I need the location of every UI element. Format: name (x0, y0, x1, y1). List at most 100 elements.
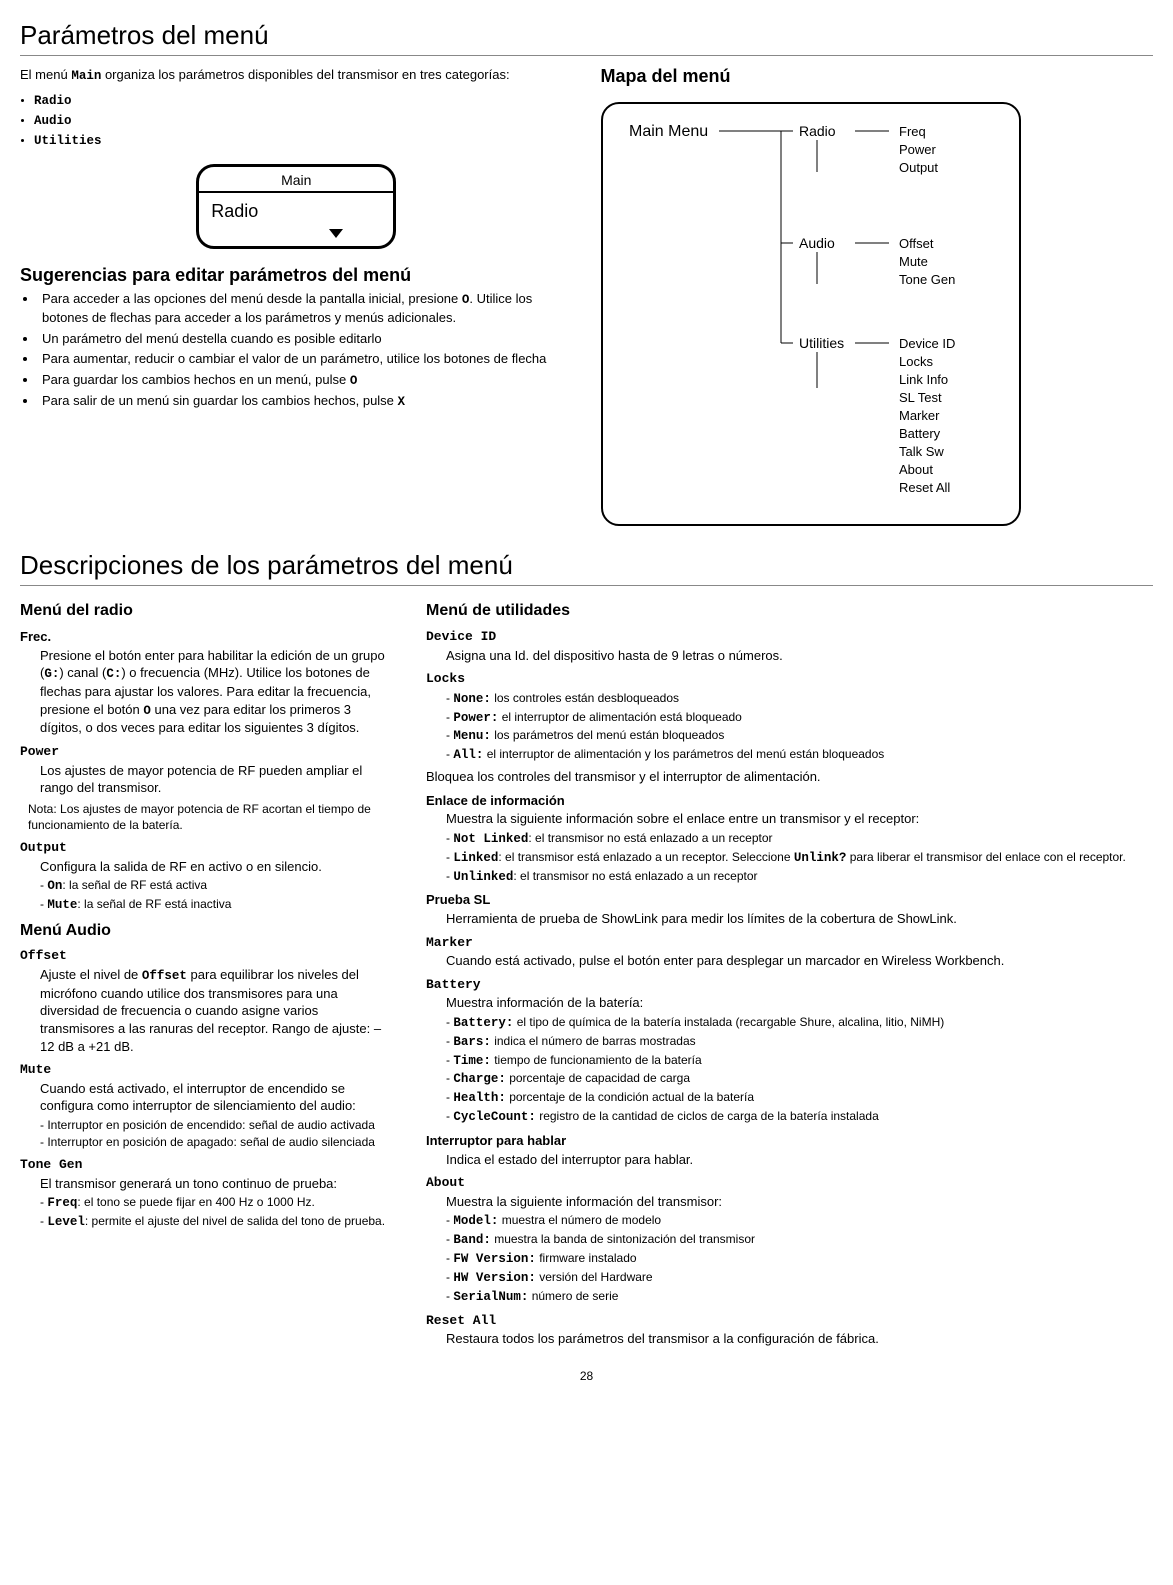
frec-desc: Presione el botón enter para habilitar l… (40, 647, 390, 737)
mute-label: Mute (20, 1061, 390, 1079)
about-list: Model: muestra el número de modeloBand: … (426, 1212, 1153, 1305)
left-col: El menú Main organiza los parámetros dis… (20, 64, 573, 526)
lcd-box: Main Radio (196, 164, 396, 249)
svg-text:Battery: Battery (899, 426, 941, 441)
svg-text:Power: Power (899, 142, 937, 157)
mono: Offset (142, 969, 187, 983)
output-desc: Configura la salida de RF en activo o en… (40, 858, 390, 876)
tone-desc: El transmisor generará un tono continuo … (40, 1175, 390, 1193)
right-col: Mapa del menú Main MenuRadioFreqPowerOut… (601, 64, 1154, 526)
svg-text:Utilities: Utilities (799, 335, 844, 351)
list-item: CycleCount: registro de la cantidad de c… (446, 1108, 1153, 1126)
bullet-audio: Audio (34, 111, 573, 130)
desc-grid: Menú del radio Frec. Presione el botón e… (20, 594, 1153, 1349)
bullet-label: Audio (34, 114, 72, 128)
t: ) canal ( (59, 665, 106, 680)
list-item: Band: muestra la banda de sintonización … (446, 1231, 1153, 1249)
bullet-radio: Radio (34, 91, 573, 110)
link-label: Enlace de información (426, 792, 1153, 810)
list-item: All: el interruptor de alimentación y lo… (446, 746, 1153, 764)
mono: O (143, 704, 151, 718)
bullet-label: Radio (34, 94, 72, 108)
lcd-body: Radio (199, 193, 393, 245)
list-item: Unlinked: el transmisor no está enlazado… (446, 868, 1153, 886)
list-item: Charge: porcentaje de capacidad de carga (446, 1070, 1153, 1088)
util-menu-title: Menú de utilidades (426, 600, 1153, 622)
triangle-down-icon (329, 229, 343, 238)
intro-bullets: Radio Audio Utilities (20, 91, 573, 150)
list-item: Level: permite el ajuste del nivel de sa… (40, 1213, 390, 1231)
audio-menu-title: Menú Audio (20, 920, 390, 942)
output-label: Output (20, 839, 390, 857)
tip-item: Para aumentar, reducir o cambiar el valo… (38, 350, 573, 368)
devid-desc: Asigna una Id. del dispositivo hasta de … (446, 647, 1153, 665)
svg-text:About: About (899, 462, 933, 477)
list-item: Interruptor en posición de apagado: seña… (40, 1134, 390, 1150)
svg-text:Tone Gen: Tone Gen (899, 272, 955, 287)
svg-text:Reset All: Reset All (899, 480, 950, 495)
sl-label: Prueba SL (426, 891, 1153, 909)
power-label: Power (20, 743, 390, 761)
tips-list: Para acceder a las opciones del menú des… (20, 290, 573, 411)
desc-col-right: Menú de utilidades Device ID Asigna una … (426, 594, 1153, 1349)
list-item: Freq: el tono se puede fijar en 400 Hz o… (40, 1194, 390, 1212)
marker-desc: Cuando está activado, pulse el botón ent… (446, 952, 1153, 970)
list-item: FW Version: firmware instalado (446, 1250, 1153, 1268)
link-desc: Muestra la siguiente información sobre e… (446, 810, 1153, 828)
list-item: Model: muestra el número de modelo (446, 1212, 1153, 1230)
output-list: On: la señal de RF está activaMute: la s… (20, 877, 390, 914)
list-item: Battery: el tipo de química de la baterí… (446, 1014, 1153, 1032)
list-item: Not Linked: el transmisor no está enlaza… (446, 830, 1153, 848)
svg-text:Offset: Offset (899, 236, 934, 251)
locks-desc: Bloquea los controles del transmisor y e… (426, 768, 1153, 786)
list-item: Linked: el transmisor está enlazado a un… (446, 849, 1153, 867)
intro-text: El menú (20, 67, 71, 82)
tip-item: Para acceder a las opciones del menú des… (38, 290, 573, 326)
tone-label: Tone Gen (20, 1156, 390, 1174)
frec-label: Frec. (20, 628, 390, 646)
batt-label: Battery (426, 976, 1153, 994)
map-title: Mapa del menú (601, 64, 1154, 88)
intro: El menú Main organiza los parámetros dis… (20, 66, 573, 150)
mono: C: (106, 667, 121, 681)
intro-text-b: organiza los parámetros disponibles del … (101, 67, 509, 82)
power-note: Nota: Los ajustes de mayor potencia de R… (28, 801, 390, 833)
sl-desc: Herramienta de prueba de ShowLink para m… (446, 910, 1153, 928)
section-title-2: Descripciones de los parámetros del menú (20, 548, 1153, 583)
lcd-wrap: Main Radio (20, 164, 573, 249)
mute-desc: Cuando está activado, el interruptor de … (40, 1080, 390, 1115)
locks-list: None: los controles están desbloqueadosP… (426, 690, 1153, 765)
svg-text:Mute: Mute (899, 254, 928, 269)
power-desc: Los ajustes de mayor potencia de RF pued… (40, 762, 390, 797)
radio-menu-title: Menú del radio (20, 600, 390, 622)
list-item: SerialNum: número de serie (446, 1288, 1153, 1306)
svg-text:Locks: Locks (899, 354, 933, 369)
reset-label: Reset All (426, 1312, 1153, 1330)
tips-title: Sugerencias para editar parámetros del m… (20, 263, 573, 287)
rule (20, 585, 1153, 586)
bullet-utilities: Utilities (34, 131, 573, 150)
list-item: Interruptor en posición de encendido: se… (40, 1117, 390, 1133)
about-desc: Muestra la siguiente información del tra… (446, 1193, 1153, 1211)
mono: G: (44, 667, 59, 681)
desc-col-left: Menú del radio Frec. Presione el botón e… (20, 594, 390, 1349)
list-item: HW Version: versión del Hardware (446, 1269, 1153, 1287)
marker-label: Marker (426, 934, 1153, 952)
about-label: About (426, 1174, 1153, 1192)
menu-map-svg: Main MenuRadioFreqPowerOutputAudioOffset… (623, 118, 999, 510)
svg-text:Talk Sw: Talk Sw (899, 444, 944, 459)
talk-label: Interruptor para hablar (426, 1132, 1153, 1150)
lcd-body-text: Radio (211, 201, 258, 221)
tone-list: Freq: el tono se puede fijar en 400 Hz o… (20, 1194, 390, 1231)
intro-mono: Main (71, 69, 101, 83)
offset-desc: Ajuste el nivel de Offset para equilibra… (40, 966, 390, 1055)
batt-list: Battery: el tipo de química de la baterí… (426, 1014, 1153, 1126)
top-grid: El menú Main organiza los parámetros dis… (20, 64, 1153, 526)
link-list: Not Linked: el transmisor no está enlaza… (426, 830, 1153, 886)
mute-list: Interruptor en posición de encendido: se… (20, 1117, 390, 1150)
svg-text:Freq: Freq (899, 124, 926, 139)
tip-item: Para guardar los cambios hechos en un me… (38, 371, 573, 390)
list-item: Bars: indica el número de barras mostrad… (446, 1033, 1153, 1051)
svg-text:Radio: Radio (799, 123, 836, 139)
svg-text:Output: Output (899, 160, 938, 175)
